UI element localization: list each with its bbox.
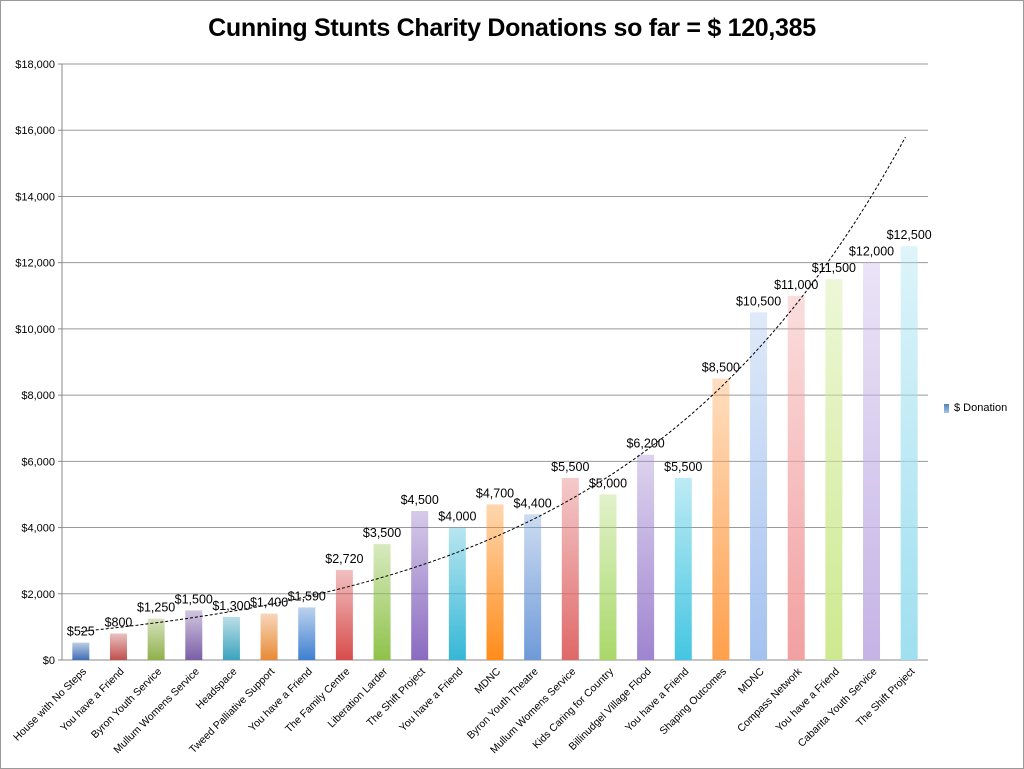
data-label: $5,500 [551,460,589,474]
y-tick-label: $6,000 [21,456,55,468]
y-tick-label: $10,000 [15,324,55,336]
bar [524,514,542,660]
bar [750,312,768,660]
x-category-label: You have a Friend [58,666,127,735]
bar [147,618,165,660]
data-label: $4,000 [438,510,476,524]
bar [674,477,692,660]
y-tick-label: $14,000 [15,191,55,203]
data-label: $1,300 [212,599,250,613]
data-label: $2,720 [325,552,363,566]
bar [109,633,127,660]
bar [863,262,881,660]
data-label: $1,400 [250,596,288,610]
y-tick-label: $16,000 [15,125,55,137]
x-category-label: You have a Friend [397,666,466,735]
chart-title: Cunning Stunts Charity Donations so far … [208,14,816,42]
y-tick-label: $0 [43,655,55,667]
x-category-label: You have a Friend [623,666,692,735]
data-label: $11,500 [812,261,856,275]
data-label: $12,500 [887,228,932,242]
x-category-label: Byron Youth Theatre [465,666,541,742]
data-label: $8,500 [702,361,740,375]
bar [72,642,90,660]
bar [222,616,240,660]
data-label: $5,000 [589,476,627,490]
bar [411,511,429,660]
bar [637,454,655,660]
y-tick-label: $2,000 [21,589,55,601]
x-category-label: MDNC [472,665,503,696]
bar [712,378,730,660]
y-tick-label: $12,000 [15,258,55,270]
legend-label: $ Donation [954,402,1008,414]
data-label: $1,500 [175,592,213,606]
bar [787,295,805,660]
bar [825,279,843,660]
data-label: $4,400 [514,496,552,510]
bar [448,527,466,660]
x-category-label: MDNC [736,665,767,696]
bar [373,544,391,660]
x-category-label: You have a Friend [246,666,315,735]
data-label: $10,500 [736,294,781,308]
x-category-label: Compass Network [735,665,805,735]
x-category-label: The Family Centre [283,666,353,736]
y-tick-label: $8,000 [21,390,55,402]
data-label: $1,590 [288,589,326,603]
bar [185,610,203,660]
data-label: $11,000 [774,278,818,292]
bar [260,613,278,660]
bar [486,504,504,660]
data-label: $6,200 [626,437,664,451]
bar [298,607,316,660]
y-tick-label: $18,000 [15,59,55,71]
legend-swatch [944,403,949,413]
x-category-label: Shaping Outcomes [657,666,729,738]
data-label: $12,000 [849,245,894,259]
x-category-label: Byron Youth Service [89,666,164,741]
trendline [80,136,906,632]
bar [335,569,353,660]
data-label: $525 [67,625,95,639]
bar [599,494,617,660]
y-tick-label: $4,000 [21,523,55,535]
data-label: $4,500 [401,493,439,507]
x-category-label: You have a Friend [774,666,843,735]
data-label: $3,500 [363,526,401,540]
legend: $ Donation [944,402,1007,414]
data-label: $800 [105,616,133,630]
x-category-label: House with No Steps [11,666,89,744]
data-label: $5,500 [664,460,702,474]
bar [561,477,579,660]
bar [900,246,918,660]
data-label: $4,700 [476,486,514,500]
data-label: $1,250 [137,601,175,615]
